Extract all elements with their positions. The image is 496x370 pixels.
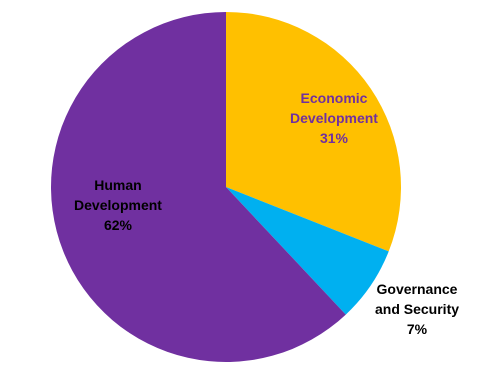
pie-label-human-development: Human Development 62%: [74, 177, 162, 233]
pie-label-line: Economic: [301, 90, 368, 106]
pie-slices: [51, 12, 401, 362]
pie-slice-economic-development: [226, 12, 401, 252]
pie-label-line: Governance: [377, 281, 458, 297]
pie-label-governance-and-security: Governance and Security 7%: [375, 281, 459, 337]
pie-label-line: and Security: [375, 301, 459, 317]
pie-label-line: 31%: [320, 130, 349, 146]
pie-label-economic-development: Economic Development 31%: [290, 90, 378, 146]
pie-slice-governance-and-security: [226, 187, 389, 315]
pie-label-line: 7%: [407, 321, 428, 337]
pie-labels: Economic Development 31% Governance and Secu…: [74, 90, 459, 337]
pie-label-line: 62%: [104, 217, 133, 233]
pie-label-line: Development: [74, 197, 162, 213]
pie-label-line: Human: [94, 177, 141, 193]
pie-slice-human-development: [51, 12, 346, 362]
pie-label-line: Development: [290, 110, 378, 126]
